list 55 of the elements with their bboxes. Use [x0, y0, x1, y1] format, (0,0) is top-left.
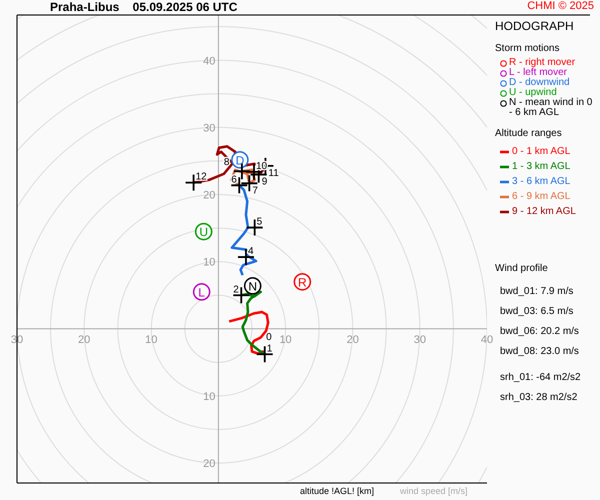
- x-tick-label: 10: [145, 334, 158, 346]
- text: CHMI © 2025: [527, 0, 594, 12]
- annotation: 12: [196, 172, 208, 183]
- x-tick-label: 40: [480, 334, 494, 346]
- legend-title: Altitude ranges: [495, 128, 563, 139]
- legend-label: 1 - 3 km AGL: [512, 160, 570, 174]
- text: Storm motions: [495, 43, 560, 54]
- text: Wind profile: [495, 263, 549, 274]
- y-tick-label: 20: [203, 458, 216, 470]
- x-tick-label: 30: [414, 334, 426, 346]
- y-tick-label: 30: [203, 122, 216, 135]
- annotation: 9: [262, 176, 268, 188]
- legend-label: 9 - 12 km AGL: [512, 205, 576, 219]
- annotation: U: [199, 225, 208, 240]
- text: srh_03: 28 m2/s2: [499, 391, 578, 405]
- y-tick-label: 20: [203, 190, 216, 202]
- annotation: 4: [248, 246, 254, 258]
- text: bwd_01: 7.9 m/s: [499, 285, 574, 299]
- text: srh_01: -64 m2/s2: [499, 371, 582, 385]
- text: HODOGRAPH: [495, 19, 575, 33]
- chart-title: Praha-Libus 05.09.2025 06 UTC: [50, 0, 238, 14]
- x-axis-title: wind speed [m/s]: [400, 486, 468, 496]
- legend-label: 3 - 6 km AGL: [512, 175, 570, 189]
- annotation: 7: [252, 185, 258, 196]
- annotation: 1: [266, 343, 273, 354]
- text: altitude !AGL! [km]: [300, 486, 374, 496]
- legend-label: L - left mover: [509, 67, 567, 78]
- y-tick-label: 40: [203, 56, 216, 68]
- legend-label: 6 - 9 km AGL: [512, 190, 570, 204]
- annotation: L: [198, 285, 206, 300]
- point: [256, 345, 274, 364]
- annotation: R: [298, 275, 308, 290]
- annotation: 11: [268, 168, 280, 179]
- annotation: 8: [224, 157, 230, 168]
- text: bwd_03: 6.5 m/s: [499, 305, 574, 319]
- annotation: 2: [233, 284, 240, 296]
- legend-label: R - right mover: [509, 57, 576, 68]
- annotation: 5: [256, 216, 263, 228]
- text: bwd_08: 23.0 m/s: [499, 345, 580, 359]
- point: [246, 218, 264, 236]
- y-tick-label: 10: [203, 390, 216, 403]
- annotation: N: [248, 279, 258, 294]
- point: [240, 174, 258, 192]
- legend-label: 0 - 1 km AGL: [512, 145, 570, 159]
- text: bwd_06: 20.2 m/s: [499, 325, 580, 339]
- annotation: D: [236, 153, 245, 168]
- legend-label: N - mean wind in 0 - 6 km AGL: [509, 97, 594, 118]
- x-tick-label: 10: [279, 334, 292, 346]
- x-tick-label: 20: [346, 334, 359, 346]
- y-tick-label: 10: [203, 256, 216, 269]
- annotation: 0: [266, 332, 272, 343]
- x-tick-label: 20: [78, 334, 90, 346]
- legend-label: U - upwind: [509, 87, 557, 98]
- line-series: [230, 184, 258, 276]
- legend-label: D - downwind: [509, 77, 570, 88]
